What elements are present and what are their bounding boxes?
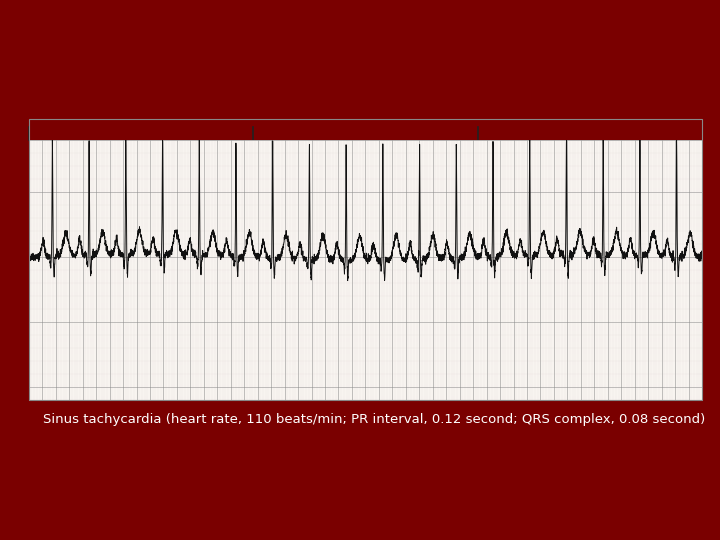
Text: Sinus tachycardia (heart rate, 110 beats/min; PR interval, 0.12 second; QRS comp: Sinus tachycardia (heart rate, 110 beats… <box>43 413 706 426</box>
